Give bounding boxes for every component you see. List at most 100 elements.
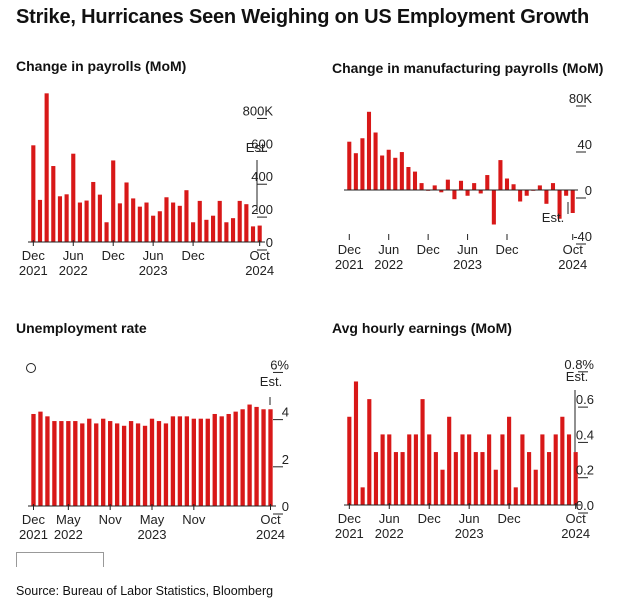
mfg-xtick-label: Jun: [457, 242, 478, 257]
unemp-xtick-year: 2021: [19, 527, 48, 542]
payrolls-bar: [84, 200, 89, 242]
ahe-xtick-label: Dec: [498, 511, 522, 526]
mfg-xtick-year: 2023: [453, 257, 482, 272]
ahe-bar: [473, 452, 478, 505]
unemp-bar: [45, 416, 50, 506]
unemp-bar: [108, 421, 113, 506]
ahe-ytick-label: 0.4: [576, 427, 594, 442]
payrolls-bar: [44, 93, 49, 242]
unemp-ytick-label: 0: [282, 499, 289, 514]
ahe-bar: [440, 469, 445, 505]
mfg-bar: [472, 183, 477, 190]
payrolls-xtick-year: 2023: [139, 263, 168, 278]
unemp-bars: [31, 404, 273, 507]
payrolls-bar: [37, 199, 43, 242]
mfg-bar: [518, 190, 523, 202]
ahe-ytick-label: 0.0: [576, 498, 594, 513]
payrolls-bar: [151, 215, 156, 242]
mfg-bar: [347, 141, 352, 190]
unemp-bar: [31, 413, 36, 506]
payrolls-xtick-year: 2022: [59, 263, 88, 278]
unemp-bar: [101, 418, 106, 506]
ahe-bar: [533, 469, 538, 505]
payrolls-bar: [91, 181, 96, 242]
ahe-bar: [520, 434, 525, 505]
ahe-bar: [546, 452, 552, 505]
frame-outline: [16, 552, 104, 567]
payrolls-bar: [111, 160, 116, 242]
ahe-bar: [380, 434, 385, 505]
payrolls-xtick-label: Oct: [250, 248, 271, 263]
mfg-ytick-label: 40: [578, 137, 592, 152]
unemp-xtick-year: 2022: [54, 527, 83, 542]
payrolls-xtick-year: 2021: [19, 263, 48, 278]
ahe-xtick-label: Jun: [459, 511, 480, 526]
ahe-xtick-label: Jun: [379, 511, 400, 526]
ahe-bar: [420, 399, 425, 505]
payrolls-bar: [224, 222, 229, 242]
unemp-bar: [156, 421, 162, 506]
ahe-bar: [513, 487, 518, 505]
unemp-bar: [114, 423, 120, 506]
ahe-bar: [507, 416, 512, 505]
payrolls-bar: [237, 200, 242, 242]
payrolls-xtick-label: Dec: [182, 248, 206, 263]
unemp-bar: [80, 423, 85, 506]
ahe-bar: [360, 487, 365, 505]
mfg-xtick-label: Dec: [417, 242, 441, 257]
payrolls-bar: [97, 194, 102, 242]
ahe-bar: [560, 416, 565, 505]
unemp-bar: [240, 409, 245, 506]
mfg-bar: [537, 185, 542, 190]
unemp-bar: [94, 423, 99, 506]
mfg-xtick-label: Jun: [378, 242, 399, 257]
mfg-ytick-label: 0: [585, 183, 592, 198]
unemp-bar: [66, 421, 71, 506]
marker-circle: [26, 363, 36, 373]
unemp-ytick-label: 2: [282, 452, 289, 467]
mfg-xtick-label: Oct: [563, 242, 584, 257]
mfg-bar: [445, 179, 450, 190]
payrolls-bar: [124, 182, 129, 242]
mfg-bar: [452, 190, 457, 200]
figure-title: Strike, Hurricanes Seen Weighing on US E…: [16, 6, 589, 28]
ahe-bar: [447, 416, 452, 505]
mfg-bar: [373, 132, 378, 190]
payrolls-bar: [244, 204, 249, 242]
unemp-est-label: Est.: [260, 374, 282, 389]
ahe-xtick-label: Dec: [338, 511, 362, 526]
ahe-bars: [347, 381, 578, 505]
ahe-ytick-label: 0.6: [576, 392, 594, 407]
mfg-bar: [465, 190, 470, 196]
mfg-bar: [485, 175, 490, 190]
mfg-bar: [406, 167, 411, 190]
ahe-bar: [493, 469, 498, 505]
unemp-bar: [219, 416, 224, 506]
unemp-xtick-year: 2023: [138, 527, 167, 542]
mfg-bar: [366, 111, 372, 190]
mfg-bar: [360, 138, 365, 190]
payrolls-bar: [64, 194, 69, 242]
ahe-bar: [487, 434, 492, 505]
mfg-bar: [412, 171, 418, 190]
payrolls-bar: [71, 153, 76, 242]
unemp-bar: [149, 418, 155, 506]
ahe-xtick-label: Dec: [418, 511, 442, 526]
ahe-est-label: Est.: [566, 369, 588, 384]
payrolls-bar: [197, 200, 202, 242]
ahe-bar: [367, 399, 372, 505]
payrolls-ytick-label: 600: [251, 136, 273, 151]
mfg-bar: [498, 160, 503, 190]
ahe-ytick-label: 0.8%: [564, 357, 594, 372]
ahe-bar: [393, 452, 398, 505]
ahe-bar: [566, 434, 572, 505]
unemp-bar: [254, 406, 259, 506]
panel-2-title: Change in manufacturing payrolls (MoM): [332, 60, 604, 76]
ahe-xtick-year: 2023: [455, 526, 484, 541]
unemp-bar: [233, 411, 238, 507]
payrolls-bar: [131, 198, 136, 242]
payrolls-bar: [204, 219, 209, 242]
